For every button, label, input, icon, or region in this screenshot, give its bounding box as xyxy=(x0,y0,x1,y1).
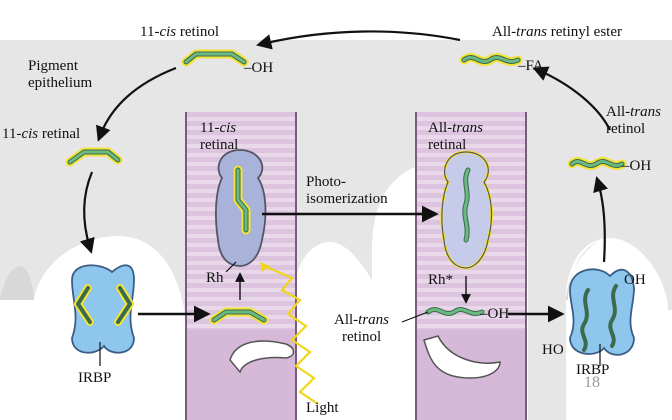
arrow-cis-retinol-to-cis-retinal xyxy=(96,66,177,142)
rh-pointer xyxy=(225,261,237,273)
label-photoisomerization: Photo-isomerization xyxy=(306,174,388,207)
label-oh-top: –OH xyxy=(244,60,274,76)
label-all-trans-retinol-bottom: All-trans retinol xyxy=(334,312,390,345)
label-all-trans-retinal-rod: All-trans retinal xyxy=(428,120,484,153)
label-fa: –FA xyxy=(518,58,544,74)
retinoid-trans-ester xyxy=(459,53,523,66)
label-rh-star: Rh* xyxy=(428,272,454,288)
label-11-cis-retinal-left: 11-cis retinal xyxy=(2,126,81,142)
label-rh: Rh xyxy=(206,270,224,286)
trans-retinol-pointer xyxy=(401,311,429,323)
label-light: Light xyxy=(306,400,339,416)
label-ho-irbp: HO xyxy=(542,342,564,358)
irbp-left xyxy=(71,264,135,366)
retinoid-11-cis-retinal-left xyxy=(65,147,123,167)
retinoid-trans-retinol-right xyxy=(567,157,627,170)
label-irbp-right: IRBP xyxy=(576,362,610,378)
page-number: 18 xyxy=(584,374,600,391)
arrow-cis-retinal-to-irbp xyxy=(79,171,95,254)
arrow-trans-retinol-to-ester xyxy=(532,66,611,131)
retinoid-11-cis-retinol-top xyxy=(181,49,249,67)
activated-rhodopsin xyxy=(440,150,493,270)
arrow-ester-to-cis-retinol xyxy=(256,30,461,50)
label-irbp-left: IRBP xyxy=(78,370,112,386)
label-11-cis-retinol-top: 11-cis retinol xyxy=(140,24,220,40)
rhodopsin xyxy=(215,149,267,267)
light-ray xyxy=(260,262,319,405)
label-11-cis-retinal-rod: 11-cis retinal xyxy=(200,120,239,153)
label-pigment-epithelium: Pigment epithelium xyxy=(28,58,93,91)
label-all-trans-retinyl-ester: All-trans retinyl ester xyxy=(492,24,622,40)
irbp-right xyxy=(569,268,635,366)
arrow-irbp-to-trans-retinol xyxy=(593,176,609,263)
retinoid-trans-retinol-bottom xyxy=(425,306,485,316)
pigment-epithelium-layer xyxy=(0,40,672,420)
label-oh-bottom: –OH xyxy=(480,306,510,322)
epithelium-shade-left xyxy=(0,266,34,300)
label-all-trans-retinol-right: All-trans retinol xyxy=(606,104,662,137)
label-oh-irbp: OH xyxy=(624,272,646,288)
label-oh-right: –OH xyxy=(622,158,652,174)
retinoid-11-cis-retinal-bottom xyxy=(209,307,269,325)
